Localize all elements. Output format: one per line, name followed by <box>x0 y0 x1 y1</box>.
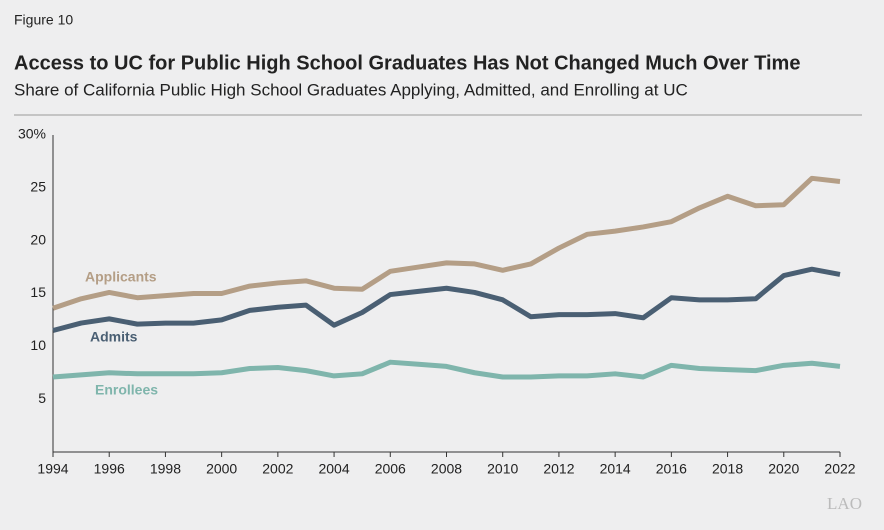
x-tick-label: 2000 <box>206 461 237 477</box>
y-tick-label: 20 <box>30 231 46 247</box>
x-tick-label: 1994 <box>37 461 68 477</box>
series-label: Admits <box>90 329 138 345</box>
figure-label: Figure 10 <box>14 12 73 28</box>
y-tick-label: 10 <box>30 337 46 353</box>
x-tick-label: 2016 <box>656 461 687 477</box>
x-tick-label: 1996 <box>94 461 125 477</box>
x-tick-label: 2018 <box>712 461 743 477</box>
x-tick-label: 2012 <box>543 461 574 477</box>
y-tick-label: 30% <box>18 126 46 142</box>
x-tick-label: 2002 <box>262 461 293 477</box>
series-line <box>52 175 841 311</box>
y-tick-label: 15 <box>30 284 46 300</box>
x-tick-label: 2008 <box>431 461 462 477</box>
x-tick-label: 2020 <box>768 461 799 477</box>
x-tick-label: 2004 <box>318 461 349 477</box>
series-label: Applicants <box>85 269 157 285</box>
y-tick-label: 5 <box>38 390 46 406</box>
x-tick-label: 2014 <box>600 461 631 477</box>
series-label: Enrollees <box>95 382 158 398</box>
series-line <box>52 266 841 333</box>
x-tick-label: 2010 <box>487 461 518 477</box>
chart-title: Access to UC for Public High School Grad… <box>14 52 800 74</box>
y-tick-label: 25 <box>30 179 46 195</box>
logo: LAO <box>827 494 862 513</box>
x-tick-label: 1998 <box>150 461 181 477</box>
x-tick-label: 2022 <box>824 461 855 477</box>
x-tick-label: 2006 <box>375 461 406 477</box>
chart-subtitle: Share of California Public High School G… <box>14 80 688 99</box>
series-line <box>52 359 841 380</box>
